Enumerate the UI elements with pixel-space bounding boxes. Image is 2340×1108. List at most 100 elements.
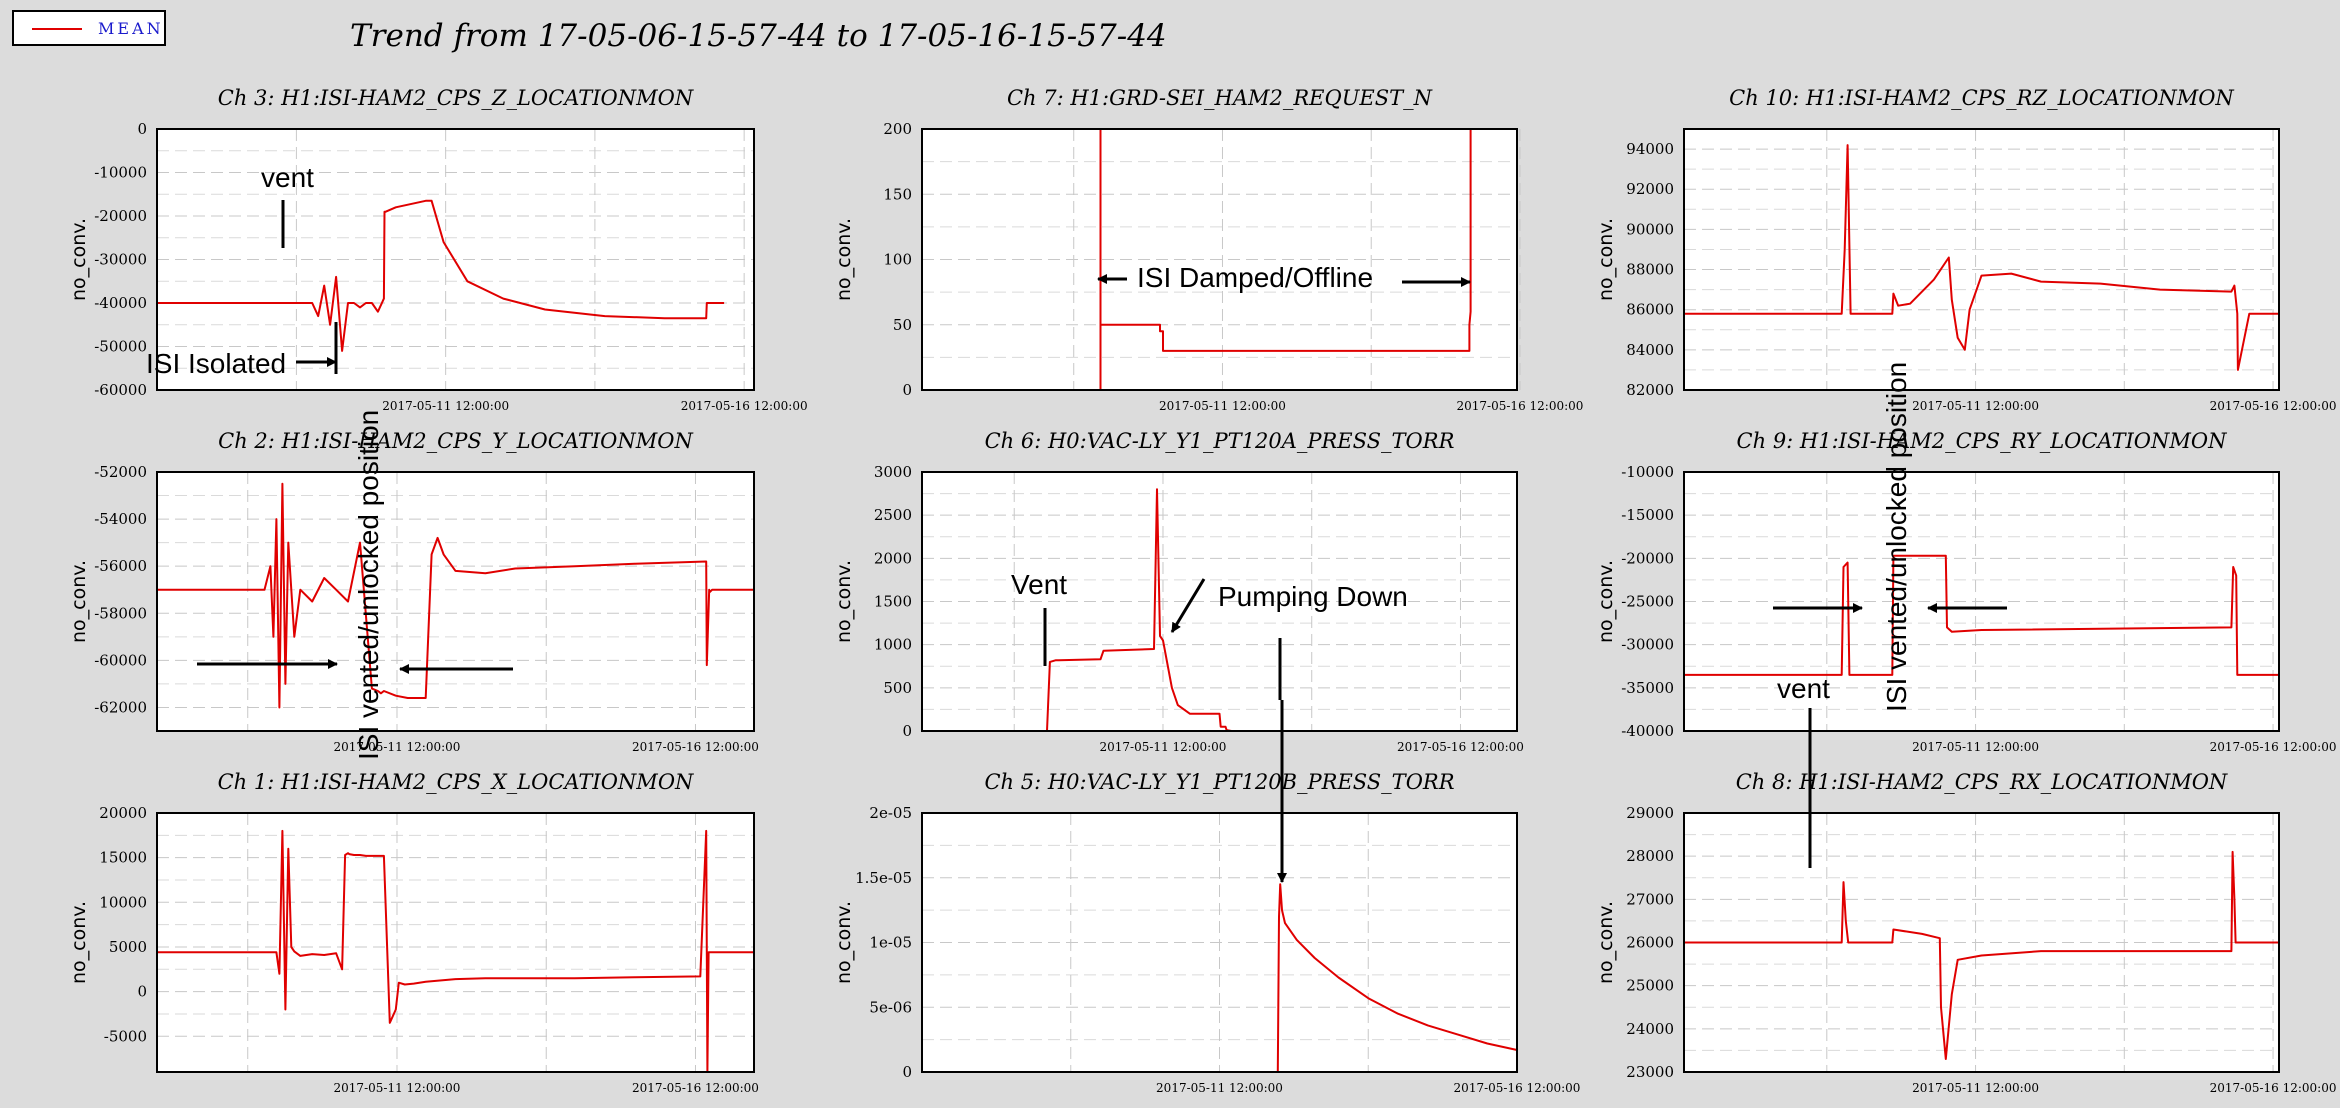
x-tick-label: 2017-05-16 12:00:00 <box>1454 1081 1581 1095</box>
plot-frame <box>921 812 1518 1073</box>
x-tick-label: 2017-05-11 12:00:00 <box>334 740 461 754</box>
legend-label: MEAN <box>98 19 164 38</box>
x-tick-label: 2017-05-16 12:00:00 <box>2210 399 2337 413</box>
plot-frame <box>1683 128 2280 391</box>
y-tick-label: 27000 <box>1626 890 1674 908</box>
y-axis-label: no_conv. <box>833 218 855 301</box>
y-tick-label: 500 <box>883 679 912 697</box>
y-tick-label: -40000 <box>94 294 147 312</box>
chart-title: Ch 7: H1:GRD-SEI_HAM2_REQUEST_N <box>1007 86 1433 110</box>
y-tick-label: 1500 <box>874 593 912 611</box>
y-tick-label: 28000 <box>1626 847 1674 865</box>
chart-title: Ch 9: H1:ISI-HAM2_CPS_RY_LOCATIONMON <box>1737 429 2228 453</box>
plot-frame <box>921 471 1518 732</box>
y-tick-label: -60000 <box>94 651 147 669</box>
y-tick-label: 0 <box>137 983 147 1001</box>
y-tick-label: -50000 <box>94 338 147 356</box>
chart-title: Ch 10: H1:ISI-HAM2_CPS_RZ_LOCATIONMON <box>1729 86 2234 110</box>
y-tick-label: 10000 <box>99 893 147 911</box>
y-axis-label: no_conv. <box>1595 560 1617 643</box>
series-line <box>1684 850 2279 1060</box>
y-tick-label: 29000 <box>1626 804 1674 822</box>
x-tick-label: 2017-05-11 12:00:00 <box>1912 1081 2039 1095</box>
x-tick-label: 2017-05-16 12:00:00 <box>632 1081 759 1095</box>
x-tick-label: 2017-05-16 12:00:00 <box>1397 740 1524 754</box>
y-tick-label: 5e-06 <box>869 998 912 1016</box>
y-tick-label: 1.5e-05 <box>855 869 912 887</box>
series-line <box>1099 128 1473 390</box>
annotations: vent ISI Isolated ISI Damped/Offline ISI ve… <box>146 162 2007 883</box>
x-tick-label: 2017-05-11 12:00:00 <box>1159 399 1286 413</box>
chart-ch9: Ch 9: H1:ISI-HAM2_CPS_RY_LOCATIONMON -100… <box>1595 429 2337 754</box>
y-tick-label: 150 <box>883 185 912 203</box>
annotation-isi-vented-ch9: ISI vented/unlocked position <box>1881 362 1912 712</box>
plot-area <box>157 472 754 731</box>
y-tick-label: -10000 <box>94 164 147 182</box>
chart-ch10: Ch 10: H1:ISI-HAM2_CPS_RZ_LOCATIONMON 940… <box>1595 86 2337 413</box>
y-tick-label: -35000 <box>1621 679 1674 697</box>
plot-area <box>1684 129 2279 390</box>
x-tick-label: 2017-05-16 12:00:00 <box>681 399 808 413</box>
y-tick-label: 0 <box>902 722 912 740</box>
y-tick-label: 0 <box>137 120 147 138</box>
y-axis-label: no_conv. <box>68 218 90 301</box>
chart-title: Ch 1: H1:ISI-HAM2_CPS_X_LOCATIONMON <box>218 770 694 794</box>
y-axis-label: no_conv. <box>833 901 855 984</box>
y-tick-label: -62000 <box>94 698 147 716</box>
chart-ch7: Ch 7: H1:GRD-SEI_HAM2_REQUEST_N 0 50 100 150… <box>833 86 1583 413</box>
y-tick-label: 2e-05 <box>869 804 912 822</box>
annotation-vent-ch9: vent <box>1777 673 1830 704</box>
y-tick-label: 1000 <box>874 636 912 654</box>
chart-title: Ch 2: H1:ISI-HAM2_CPS_Y_LOCATIONMON <box>218 429 693 453</box>
y-tick-label: 20000 <box>99 804 147 822</box>
chart-ch3: Ch 3: H1:ISI-HAM2_CPS_Z_LOCATIONMON 0 -100… <box>68 86 808 413</box>
y-tick-label: -54000 <box>94 510 147 528</box>
annotation-arrow <box>1170 578 1206 633</box>
y-tick-label: 15000 <box>99 849 147 867</box>
y-tick-label: 23000 <box>1626 1063 1674 1081</box>
y-tick-label: -40000 <box>1621 722 1674 740</box>
y-tick-label: 2500 <box>874 506 912 524</box>
y-axis-label: no_conv. <box>68 901 90 984</box>
series-line <box>157 482 754 709</box>
y-tick-label: -15000 <box>1621 506 1674 524</box>
y-axis-label: no_conv. <box>833 560 855 643</box>
series-line <box>922 883 1518 1073</box>
annotation-isi-isolated: ISI Isolated <box>146 348 286 379</box>
y-tick-label: -58000 <box>94 604 147 622</box>
series-line <box>157 199 725 352</box>
x-tick-label: 2017-05-11 12:00:00 <box>1156 1081 1283 1095</box>
y-tick-label: 200 <box>883 120 912 138</box>
plot-frame <box>1683 471 2280 732</box>
y-tick-label: -10000 <box>1621 463 1674 481</box>
series-line <box>1684 144 2279 371</box>
series-line <box>157 829 754 1073</box>
legend: MEAN <box>12 10 166 46</box>
x-tick-label: 2017-05-16 12:00:00 <box>2210 1081 2337 1095</box>
y-axis-label: no_conv. <box>1595 901 1617 984</box>
x-tick-label: 2017-05-11 12:00:00 <box>382 399 509 413</box>
chart-ch2: Ch 2: H1:ISI-HAM2_CPS_Y_LOCATIONMON -5200… <box>68 429 759 754</box>
plot-frame <box>156 128 755 391</box>
y-tick-label: -30000 <box>1621 636 1674 654</box>
annotation-pumping-down: Pumping Down <box>1218 581 1408 612</box>
y-tick-label: 26000 <box>1626 934 1674 952</box>
y-tick-label: -25000 <box>1621 593 1674 611</box>
y-tick-label: -52000 <box>94 463 147 481</box>
y-tick-label: 0 <box>902 1063 912 1081</box>
x-tick-label: 2017-05-11 12:00:00 <box>1100 740 1227 754</box>
chart-title: Ch 8: H1:ISI-HAM2_CPS_RX_LOCATIONMON <box>1736 770 2228 794</box>
y-tick-label: 25000 <box>1626 977 1674 995</box>
series-line <box>1684 554 2279 676</box>
annotation-isi-vented-ch2: ISI vented/unlocked position <box>353 410 384 760</box>
series-line <box>922 488 1517 732</box>
plot-frame <box>921 128 1518 391</box>
chart-title: Ch 5: H0:VAC-LY_Y1_PT120B_PRESS_TORR <box>984 770 1454 794</box>
x-tick-label: 2017-05-11 12:00:00 <box>1912 740 2039 754</box>
annotation-vent-ch3: vent <box>261 162 314 193</box>
y-tick-label: 3000 <box>874 463 912 481</box>
y-tick-label: 94000 <box>1626 140 1674 158</box>
y-tick-label: 5000 <box>109 938 147 956</box>
y-tick-label: 50 <box>893 316 912 334</box>
